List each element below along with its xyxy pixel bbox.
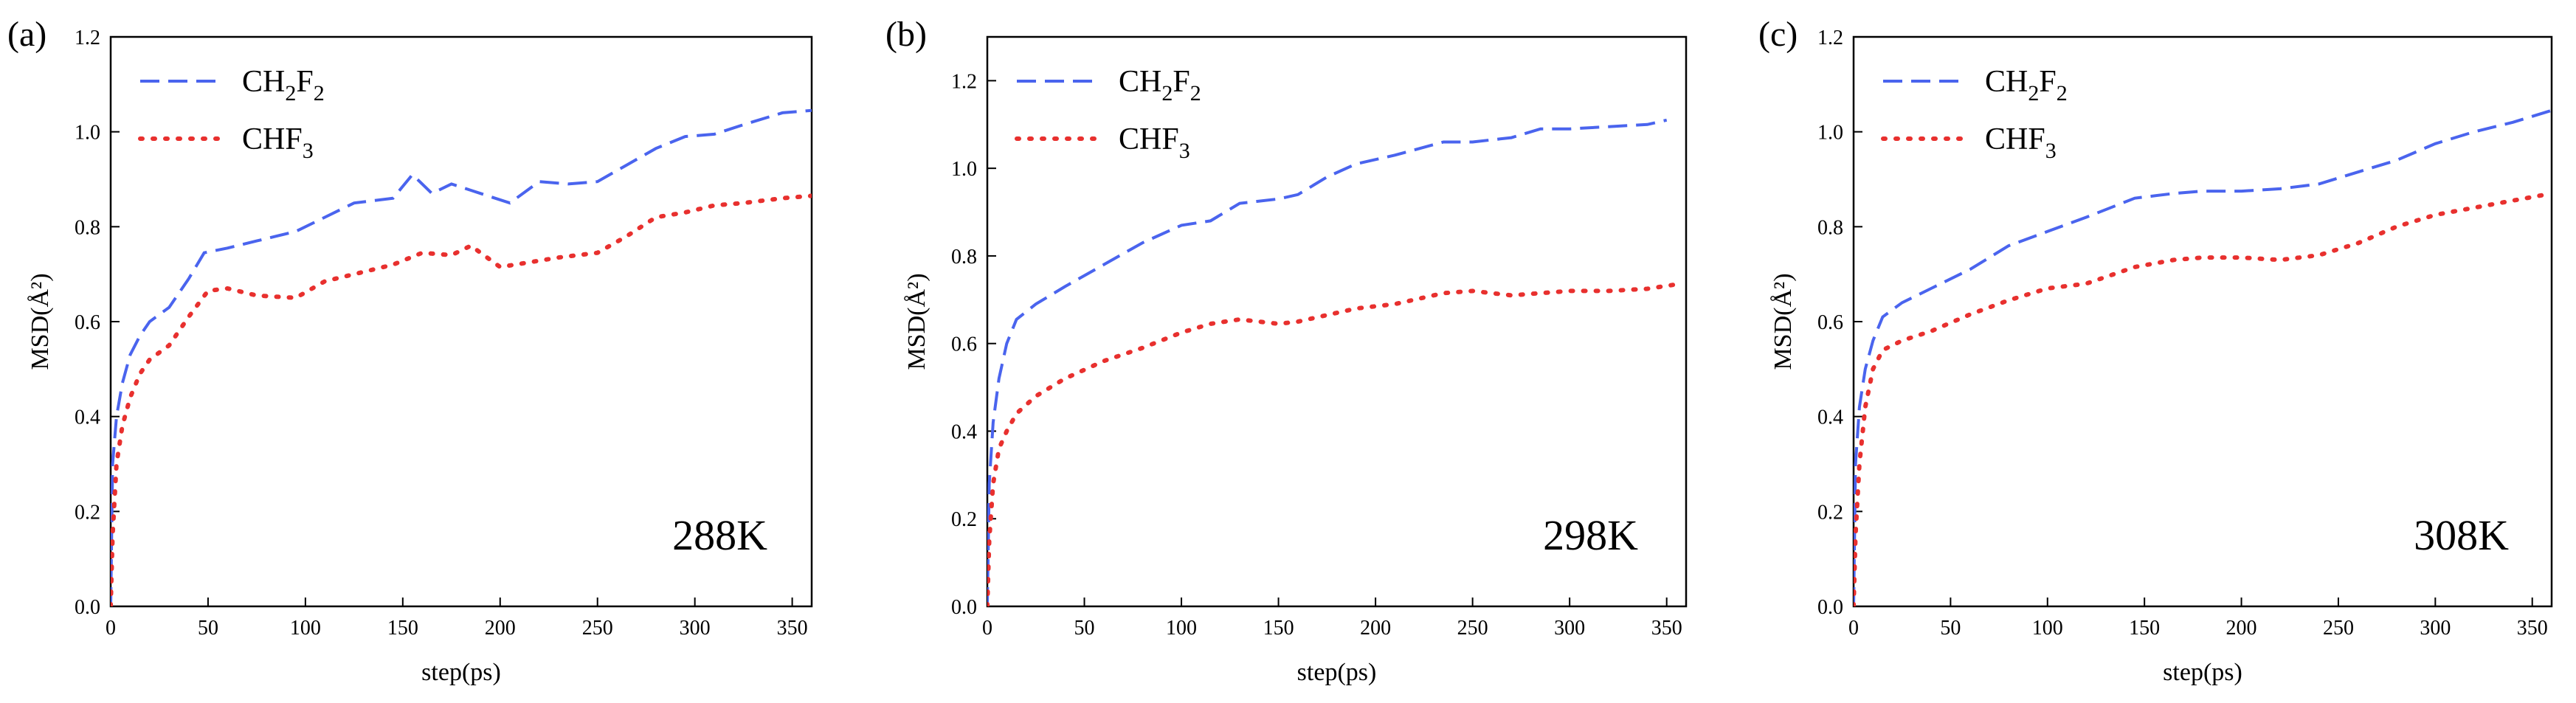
x-axis-label: step(ps) (1297, 659, 1377, 686)
x-tick-label: 100 (2032, 617, 2063, 640)
series-line-chf3 (1854, 191, 2552, 606)
y-tick-label: 0.8 (75, 216, 100, 239)
y-tick-label: 0.2 (951, 508, 977, 531)
y-tick-label: 1.2 (75, 27, 100, 49)
y-tick-label: 0.2 (1817, 501, 1843, 524)
x-tick-label: 0 (106, 617, 116, 640)
y-tick-label: 0.4 (1817, 406, 1843, 429)
y-tick-label: 0.0 (951, 596, 977, 619)
series-line-ch2f2 (1854, 108, 2552, 606)
y-tick-label: 1.0 (75, 122, 100, 145)
x-tick-label: 50 (1074, 617, 1095, 640)
chart-panel-2: 0 50 100 150 200 250 300 350 0.0 0.2 0.4 0.6 0.8 1.0 1… (885, 15, 1688, 686)
x-tick-label: 200 (1360, 617, 1391, 640)
series-line-chf3 (111, 193, 812, 606)
temperature-annotation: 288K (672, 511, 767, 559)
x-tick-label: 200 (485, 617, 516, 640)
legend-text-main: CH (1985, 65, 2028, 99)
chart-panel-1: 0 50 100 150 200 250 300 350 0.0 0.2 0.4 0.6 0.8 1.0 1… (7, 15, 813, 686)
legend-label-chf3: CHF3 (1985, 122, 2057, 163)
panel-label: (a) (7, 15, 46, 54)
legend-text-main: CHF (242, 122, 303, 156)
y-tick-label: 0.4 (951, 420, 977, 443)
legend-text-sub: 3 (2045, 139, 2057, 163)
legend-label-chf3: CHF3 (1119, 122, 1190, 163)
plot-frame (986, 35, 1688, 608)
x-tick-label: 350 (2517, 617, 2548, 640)
y-tick-label: 1.2 (1817, 27, 1843, 49)
series-line-chf3 (987, 282, 1679, 606)
x-tick-label: 250 (1457, 617, 1488, 640)
y-tick-label: 1.2 (951, 70, 977, 93)
y-tick-label: 0.6 (1817, 311, 1843, 334)
x-tick-label: 0 (1848, 617, 1859, 640)
x-tick-label: 200 (2226, 617, 2257, 640)
legend-text-main: CH (1119, 65, 1161, 99)
series-line-ch2f2 (111, 108, 812, 606)
x-tick-label: 300 (1554, 617, 1585, 640)
legend-label-ch2f2: CH2F2 (242, 65, 325, 105)
x-tick-label: 50 (198, 617, 218, 640)
legend-text-sub: 2 (1161, 81, 1173, 105)
x-tick-label: 0 (982, 617, 992, 640)
legend-text-sub: 2 (2028, 81, 2039, 105)
x-tick-label: 300 (2420, 617, 2451, 640)
x-tick-label: 250 (582, 617, 613, 640)
y-tick-label: 0.8 (1817, 216, 1843, 239)
legend-label-chf3: CHF3 (242, 122, 314, 163)
y-tick-label: 0.6 (75, 311, 100, 334)
legend-text-sub: 3 (303, 139, 314, 163)
legend-text-main: CHF (1119, 122, 1179, 156)
legend-text-sub: 3 (1179, 139, 1190, 163)
y-tick-label: 1.0 (951, 158, 977, 181)
series-line-ch2f2 (987, 118, 1668, 606)
panel-label: (b) (885, 15, 927, 54)
y-tick-label: 0.6 (951, 333, 977, 356)
x-axis-label: step(ps) (421, 659, 501, 686)
x-tick-label: 250 (2323, 617, 2354, 640)
x-tick-label: 300 (680, 617, 711, 640)
chart-panel-3: 0 50 100 150 200 250 300 350 0.0 0.2 0.4 0.6 0.8 1.0 1… (1758, 15, 2553, 686)
x-tick-label: 100 (290, 617, 321, 640)
x-tick-label: 150 (2129, 617, 2160, 640)
legend-text-main: CH (242, 65, 285, 99)
x-tick-label: 350 (777, 617, 808, 640)
legend-text-sub: 2 (314, 81, 325, 105)
y-tick-label: 0.4 (75, 406, 100, 429)
legend-text-main: F (1173, 65, 1189, 99)
temperature-annotation: 298K (1543, 511, 1638, 559)
x-tick-label: 100 (1166, 617, 1197, 640)
legend-text-main: CHF (1985, 122, 2045, 156)
y-axis-label: MSD(Å²) (27, 273, 54, 370)
x-axis-label: step(ps) (2163, 659, 2242, 686)
y-axis-label: MSD(Å²) (903, 273, 930, 370)
legend-text-sub: 2 (2057, 81, 2068, 105)
y-tick-label: 0.0 (75, 596, 100, 619)
y-tick-label: 0.0 (1817, 596, 1843, 619)
legend-label-ch2f2: CH2F2 (1985, 65, 2068, 105)
legend-text-sub: 2 (1190, 81, 1201, 105)
y-tick-label: 0.2 (75, 501, 100, 524)
x-tick-label: 50 (1940, 617, 1961, 640)
legend-text-sub: 2 (285, 81, 296, 105)
panel-label: (c) (1758, 15, 1798, 54)
y-tick-label: 1.0 (1817, 122, 1843, 145)
legend-label-ch2f2: CH2F2 (1119, 65, 1201, 105)
x-tick-label: 150 (1263, 617, 1294, 640)
x-tick-label: 350 (1651, 617, 1682, 640)
temperature-annotation: 308K (2414, 511, 2509, 559)
legend-text-main: F (296, 65, 313, 99)
y-tick-label: 0.8 (951, 246, 977, 269)
x-tick-label: 150 (387, 617, 418, 640)
y-axis-label: MSD(Å²) (1769, 273, 1797, 370)
legend-text-main: F (2039, 65, 2056, 99)
